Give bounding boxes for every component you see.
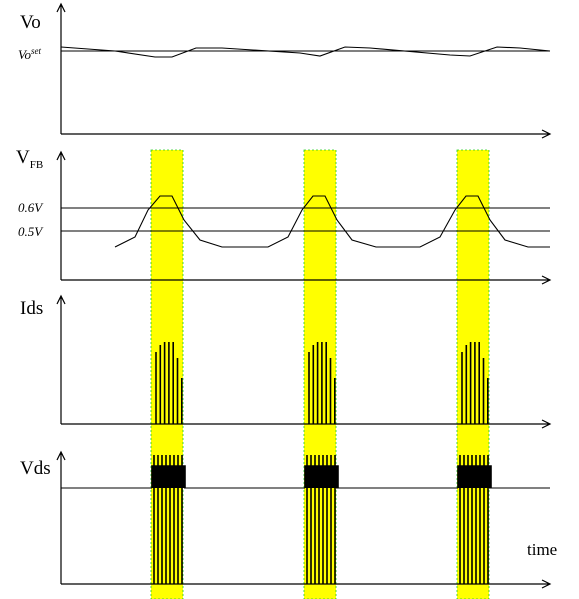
vo-waveform [60,46,551,58]
ids-panel: Ids [20,294,552,429]
ids-pulse-trains [155,342,489,424]
vds-burst [457,455,492,584]
ref-low-label: 0.5V [18,224,44,239]
ids-x-axis [61,419,552,429]
vds-burst [304,455,339,584]
vds-panel: Vds time [20,450,557,589]
vfb-label: VFB [16,147,43,171]
vfb-waveform [114,195,550,248]
vfb-panel: VFB 0.6V 0.5V [16,147,552,285]
vo-label: Vo [20,12,41,33]
vfb-y-axis [56,150,66,280]
vfb-x-axis [61,275,552,285]
vo-set-label: Voset [18,46,41,62]
vds-label: Vds [20,458,51,479]
time-axis-label: time [527,540,557,559]
vo-y-axis [56,2,66,134]
vo-panel: Vo Voset [18,2,552,139]
ids-y-axis [56,294,66,424]
vds-burst [151,455,186,584]
vds-y-axis [56,450,66,584]
ids-label: Ids [20,298,43,319]
vo-x-axis [61,129,552,139]
ref-high-label: 0.6V [18,200,44,215]
vds-pulse-trains [151,455,492,584]
